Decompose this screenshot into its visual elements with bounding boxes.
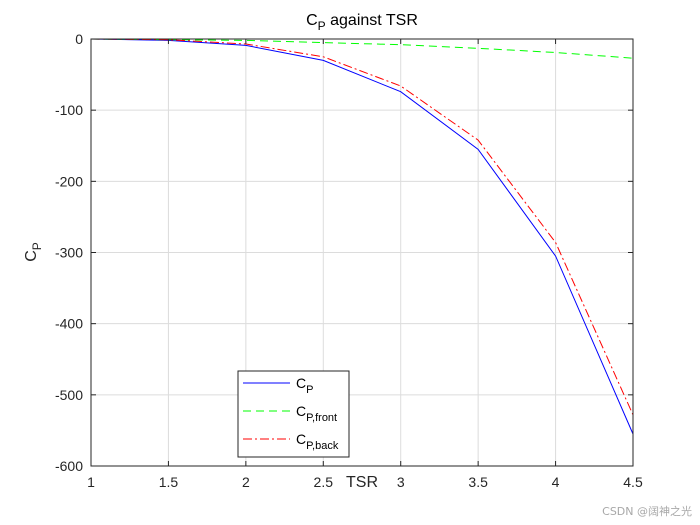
y-tick-labels: 0 -100 -200 -300 -400 -500 -600 [55, 31, 83, 474]
x-tick-label: 1.5 [159, 474, 179, 490]
legend-label-1: CP,front [296, 403, 337, 424]
legend-label-2: CP,back [296, 431, 339, 452]
legend-label-0: CP [296, 375, 313, 396]
x-axis-label: TSR [346, 474, 378, 491]
ticks [90, 38, 634, 467]
series-line-2 [90, 38, 634, 416]
y-tick-label: 0 [75, 31, 83, 47]
x-tick-label: 2.5 [314, 474, 334, 490]
series-group [90, 38, 634, 435]
legend-box [237, 370, 350, 458]
x-tick-labels: 1 1.5 2 2.5 3 3.5 4 4.5 [87, 474, 643, 490]
y-tick-label: -300 [55, 245, 83, 261]
legend: CP CP,front CP,back [237, 370, 350, 458]
y-tick-label: -500 [55, 387, 83, 403]
x-tick-label: 3 [397, 474, 405, 490]
y-tick-label: -600 [55, 458, 83, 474]
watermark: CSDN @阔神之光 [602, 505, 692, 518]
y-tick-label: -100 [55, 102, 83, 118]
y-tick-label: -200 [55, 173, 83, 189]
y-tick-label: -400 [55, 316, 83, 332]
y-axis-label: CP [23, 242, 44, 262]
series-line-0 [90, 38, 634, 435]
chart-title: CP against TSR [306, 12, 418, 33]
x-tick-label: 1 [87, 474, 95, 490]
legend-entries: CP CP,front CP,back [243, 375, 339, 452]
x-tick-label: 4.5 [623, 474, 643, 490]
x-tick-label: 4 [552, 474, 560, 490]
x-tick-label: 3.5 [468, 474, 488, 490]
x-tick-label: 2 [242, 474, 250, 490]
